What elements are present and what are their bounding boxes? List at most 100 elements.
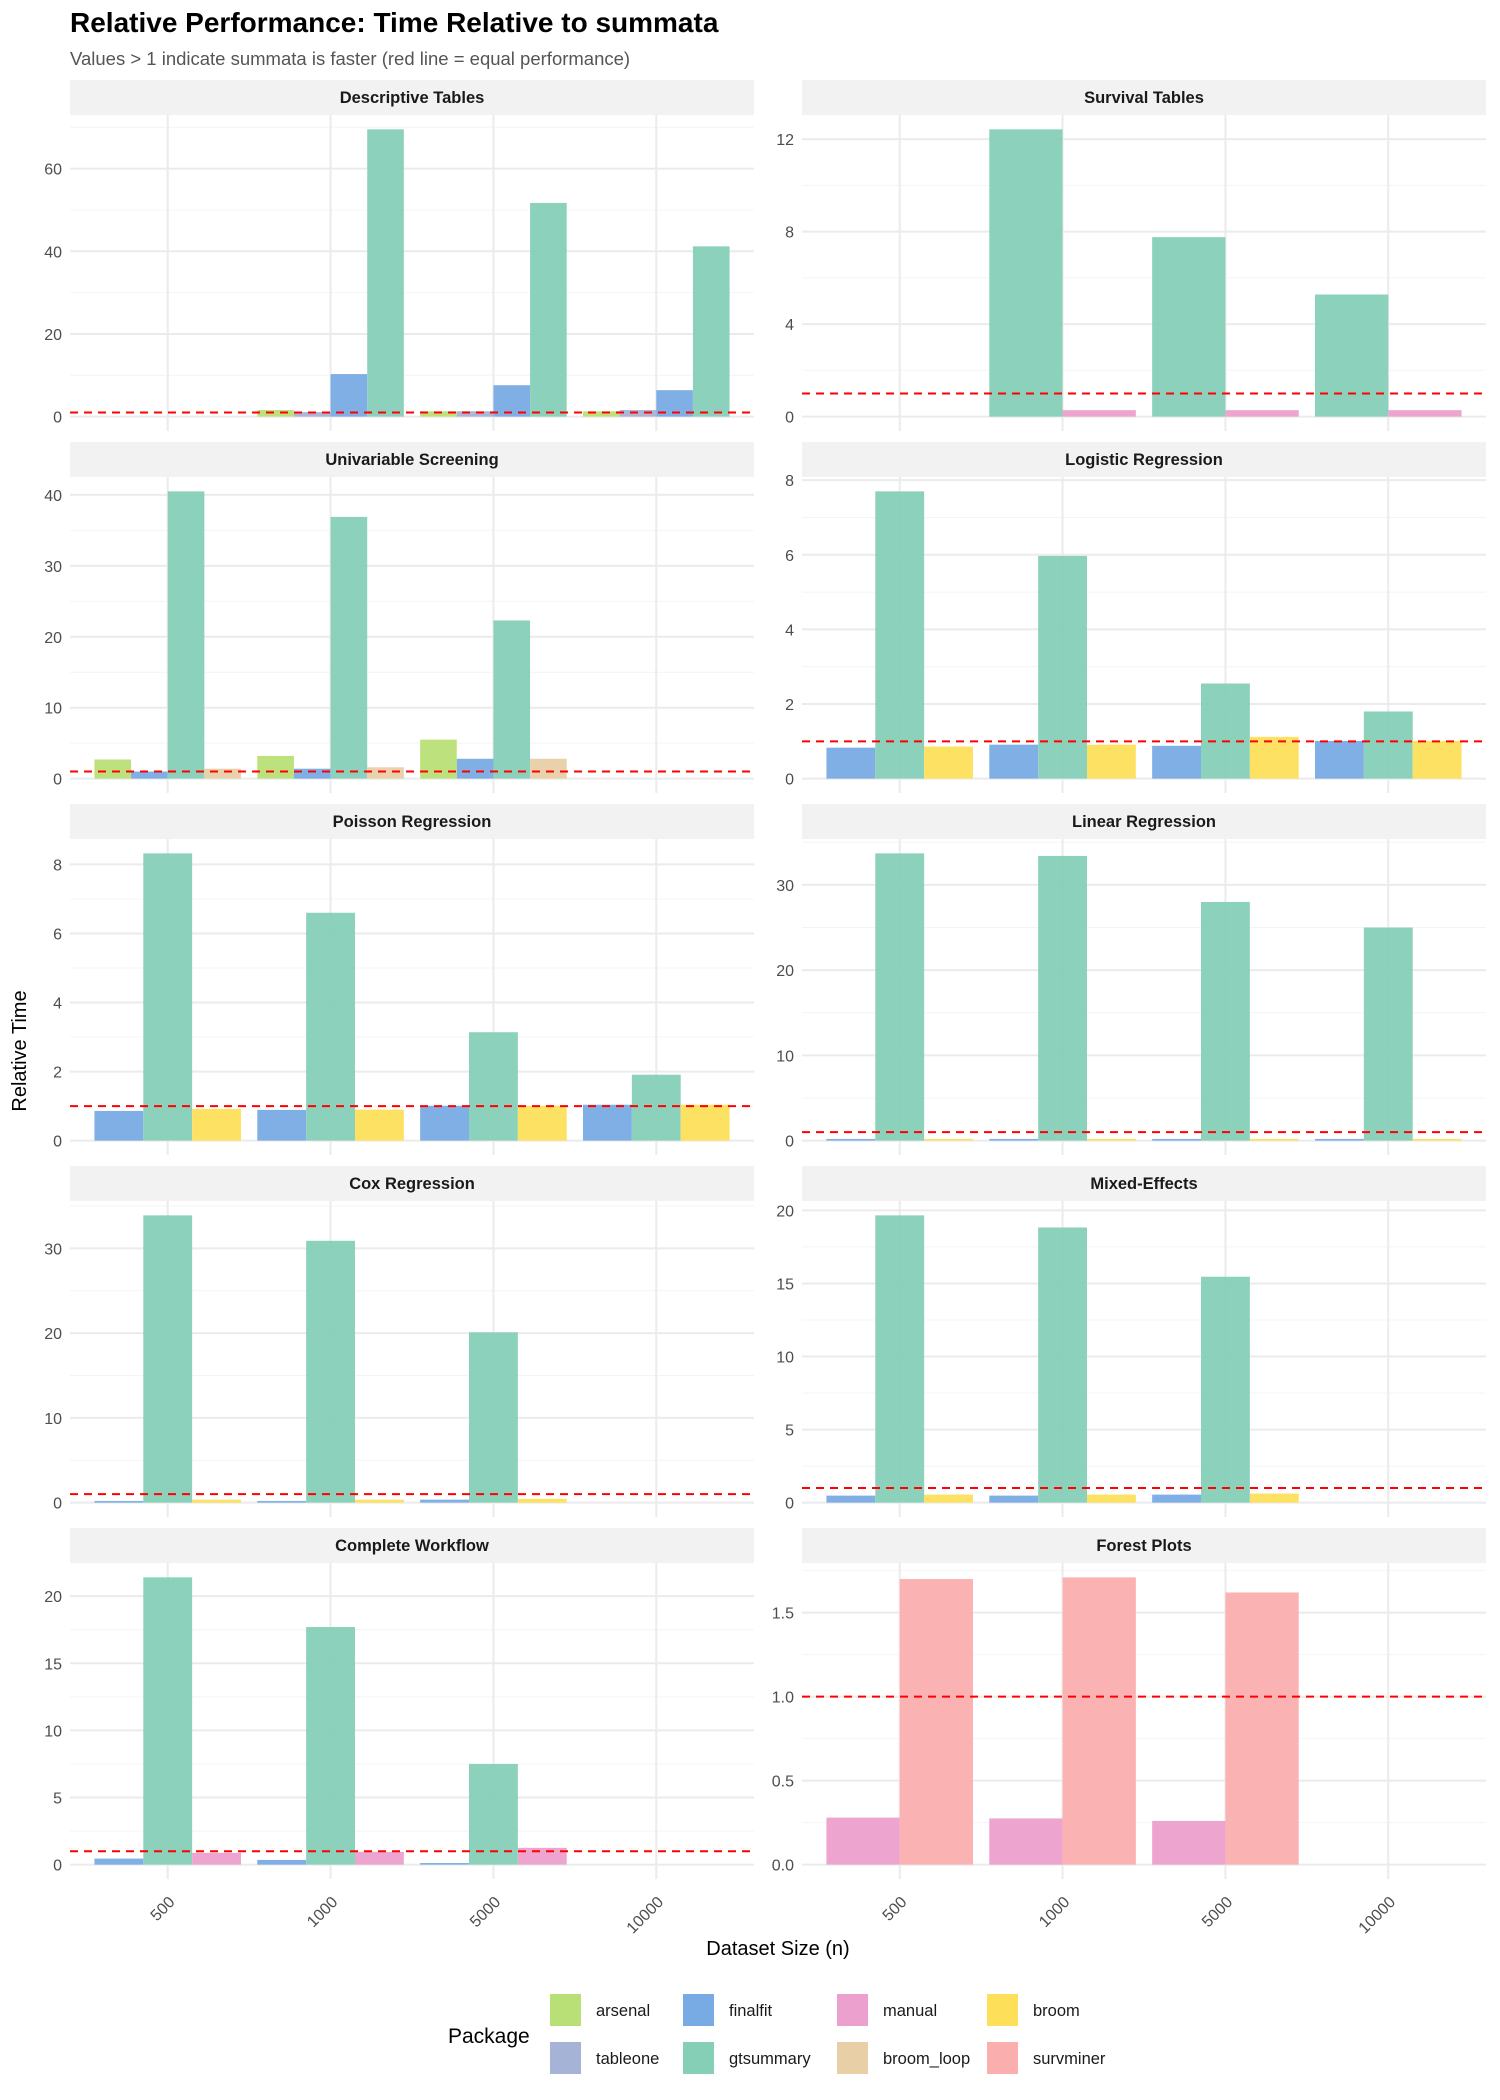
y-tick-label: 10 xyxy=(44,1723,62,1740)
y-tick-label: 4 xyxy=(785,317,794,334)
y-tick-label: 6 xyxy=(785,548,794,565)
y-axis-title: Relative Time xyxy=(9,990,31,1111)
bar-gtsummary-1000 xyxy=(306,1240,355,1503)
legend-label: broom_loop xyxy=(883,2050,970,2068)
legend-label: finalfit xyxy=(729,2002,773,2020)
bar-finalfit-5000 xyxy=(420,1499,469,1503)
legend: Package arsenal finalfit manual broom tableo… xyxy=(448,1994,1106,2074)
bar-finalfit-5000 xyxy=(1152,745,1201,779)
bar-gtsummary-500 xyxy=(143,853,193,1141)
y-tick-label: 20 xyxy=(776,1203,794,1220)
y-tick-label: 10 xyxy=(44,1411,62,1428)
panel-survival-tables: Survival Tables 0 4 8 12 xyxy=(776,80,1486,431)
bar-broom-10000 xyxy=(1412,1138,1462,1141)
bar-arsenal-1000 xyxy=(257,755,294,779)
legend-key xyxy=(987,2042,1018,2074)
bar-finalfit-1000 xyxy=(989,1495,1039,1503)
bar-gtsummary-5000 xyxy=(530,202,567,417)
legend-key xyxy=(550,2042,581,2074)
bar-finalfit-10000 xyxy=(1315,1138,1364,1141)
y-tick-label: 5 xyxy=(53,1791,62,1808)
strip-title: Survival Tables xyxy=(1084,89,1204,107)
y-tick-label: 40 xyxy=(44,244,62,261)
strip-background xyxy=(70,1528,754,1563)
legend-key xyxy=(837,1994,868,2026)
legend-item-broom: broom xyxy=(987,1994,1080,2026)
bar-broom-10000 xyxy=(680,1104,730,1141)
strip-title: Complete Workflow xyxy=(335,1537,489,1555)
bar-gtsummary-1000 xyxy=(330,516,368,779)
y-tick-label: 0 xyxy=(53,772,62,789)
legend-item-tableone: tableone xyxy=(550,2042,659,2074)
legend-item-gtsummary: gtsummary xyxy=(683,2042,811,2074)
x-tick-label: 10000 xyxy=(1356,1894,1400,1938)
y-tick-label: 0 xyxy=(53,1496,62,1513)
strip-title: Mixed-Effects xyxy=(1090,1175,1197,1193)
bar-broom-5000 xyxy=(517,1105,567,1141)
bar-finalfit-5000 xyxy=(1152,1494,1201,1503)
bar-broom-500 xyxy=(192,1499,241,1503)
legend-label: survminer xyxy=(1033,2050,1106,2068)
y-tick-label: 30 xyxy=(44,1241,62,1258)
y-tick-label: 10 xyxy=(776,1350,794,1367)
y-tick-label: 0 xyxy=(53,410,62,427)
bar-gtsummary-5000 xyxy=(493,620,531,779)
bar-survminer-500 xyxy=(899,1579,973,1865)
strip-title: Univariable Screening xyxy=(325,451,498,469)
chart-subtitle: Values > 1 indicate summata is faster (r… xyxy=(70,48,630,69)
bar-gtsummary-500 xyxy=(143,1577,193,1865)
bar-gtsummary-500 xyxy=(875,491,925,779)
strip-title: Descriptive Tables xyxy=(340,89,485,107)
panel-cox-regression: Cox Regression 0 10 20 30 xyxy=(44,1166,754,1517)
bar-finalfit-5000 xyxy=(456,758,494,779)
bar-gtsummary-10000 xyxy=(1315,294,1389,417)
bar-arsenal-1000 xyxy=(257,410,294,417)
x-tick-label: 500 xyxy=(880,1894,911,1925)
y-tick-label: 1.0 xyxy=(772,1690,794,1707)
legend-label: manual xyxy=(883,2002,937,2020)
bar-broom_loop-1000 xyxy=(367,767,404,779)
bar-finalfit-1000 xyxy=(330,374,368,417)
bar-finalfit-500 xyxy=(826,1495,876,1503)
y-tick-label: 0.0 xyxy=(772,1858,794,1875)
y-tick-label: 2 xyxy=(785,697,794,714)
y-tick-label: 20 xyxy=(44,327,62,344)
y-tick-label: 8 xyxy=(785,473,794,490)
panel-logistic-regression: Logistic Regression 0 2 4 6 8 xyxy=(785,442,1486,793)
y-tick-label: 20 xyxy=(776,963,794,980)
y-tick-label: 0 xyxy=(53,1858,62,1875)
bar-gtsummary-1000 xyxy=(1038,1227,1087,1503)
bar-tableone-1000 xyxy=(293,412,331,417)
bar-finalfit-500 xyxy=(131,771,168,779)
x-tick-label: 1000 xyxy=(1036,1894,1073,1931)
strip-background xyxy=(802,1528,1486,1563)
legend-key xyxy=(987,1994,1018,2026)
strip-background xyxy=(70,80,754,115)
bar-finalfit-500 xyxy=(94,1110,144,1141)
bar-gtsummary-1000 xyxy=(367,129,404,417)
y-tick-label: 6 xyxy=(53,926,62,943)
y-tick-label: 12 xyxy=(776,132,794,149)
bar-gtsummary-5000 xyxy=(469,1332,518,1503)
panel-mixed-effects: Mixed-Effects 0 5 10 15 20 xyxy=(776,1166,1486,1517)
bar-gtsummary-1000 xyxy=(306,912,355,1141)
x-tick-label: 5000 xyxy=(467,1894,504,1931)
bar-gtsummary-10000 xyxy=(1363,927,1413,1141)
strip-title: Cox Regression xyxy=(349,1175,475,1193)
panel-complete-workflow: Complete Workflow 0 5 10 15 20 500 1000 5000 1000… xyxy=(44,1528,754,1937)
y-tick-label: 0 xyxy=(785,1134,794,1151)
bar-broom-5000 xyxy=(1249,1138,1299,1141)
panel-forest-plots: Forest Plots 0.0 0.5 1.0 1.5 500 1000 5000 10000 xyxy=(772,1528,1486,1937)
strip-background xyxy=(802,804,1486,839)
bar-broom-500 xyxy=(192,1108,241,1141)
strip-background xyxy=(802,80,1486,115)
bar-finalfit-500 xyxy=(826,747,876,779)
bar-broom-10000 xyxy=(1412,740,1462,779)
bar-gtsummary-5000 xyxy=(469,1032,518,1141)
strip-title: Forest Plots xyxy=(1096,1537,1191,1555)
bar-gtsummary-10000 xyxy=(692,246,730,417)
bar-finalfit-500 xyxy=(826,1138,876,1141)
bar-gtsummary-10000 xyxy=(631,1074,681,1141)
bar-tableone-5000 xyxy=(456,411,494,417)
